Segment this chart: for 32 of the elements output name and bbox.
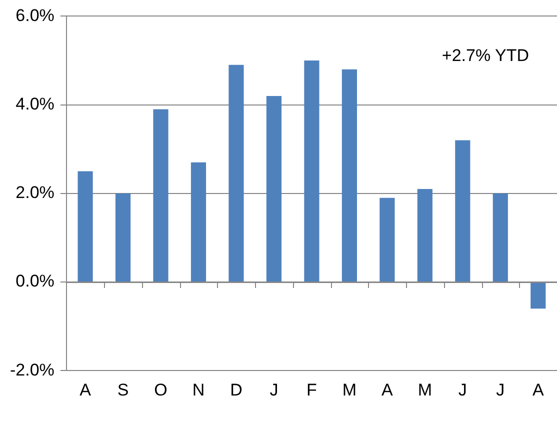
bar xyxy=(266,96,282,282)
x-tick-label: J xyxy=(270,380,278,400)
y-tick-label: 4.0% xyxy=(16,94,54,114)
bar xyxy=(304,60,320,282)
bar xyxy=(342,69,357,282)
bar xyxy=(115,193,131,282)
x-tick-label: S xyxy=(117,380,129,400)
x-tick-label: F xyxy=(306,380,317,400)
bar xyxy=(530,282,546,309)
bar xyxy=(153,109,168,282)
x-tick-label: D xyxy=(230,380,242,400)
bar xyxy=(380,198,395,282)
x-tick-label: N xyxy=(192,380,205,400)
bar xyxy=(228,64,244,282)
x-tick-label: A xyxy=(532,380,544,400)
y-tick-label: -2.0% xyxy=(10,360,54,380)
x-tick-label: A xyxy=(382,380,394,400)
bar xyxy=(190,162,206,282)
x-tick-label: J xyxy=(496,380,505,400)
x-tick-label: M xyxy=(342,380,357,400)
x-tick-label: O xyxy=(154,380,168,400)
bar xyxy=(417,188,432,282)
y-tick-label: 0.0% xyxy=(16,272,54,291)
y-tick-label: 6.0% xyxy=(16,6,54,25)
bar xyxy=(78,171,93,282)
bar xyxy=(492,193,508,282)
bar xyxy=(455,140,470,282)
annotation: +2.7% YTD xyxy=(442,46,529,65)
x-tick-label: M xyxy=(418,380,432,400)
x-tick-label: A xyxy=(80,380,92,400)
y-tick-label: 2.0% xyxy=(16,183,54,202)
x-tick-label: J xyxy=(458,380,467,400)
